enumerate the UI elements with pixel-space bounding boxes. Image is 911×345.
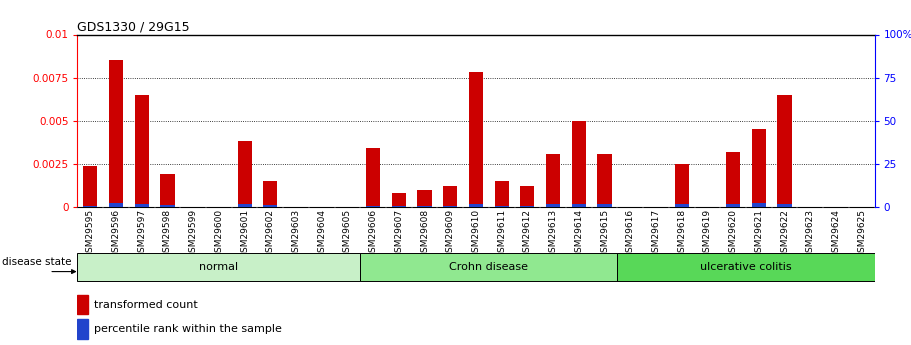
Text: GSM29621: GSM29621 [754,209,763,258]
Text: GSM29608: GSM29608 [420,209,429,258]
Text: GSM29604: GSM29604 [317,209,326,258]
Bar [546,154,560,207]
Bar [83,166,97,207]
Bar [238,141,251,207]
Text: GSM29616: GSM29616 [626,209,635,258]
Text: GDS1330 / 29G15: GDS1330 / 29G15 [77,20,190,33]
Bar [675,164,689,207]
Bar [238,204,251,207]
Bar [495,181,508,207]
Bar [777,204,792,207]
Bar [392,206,406,207]
Bar [572,121,586,207]
Text: GSM29625: GSM29625 [857,209,866,258]
FancyBboxPatch shape [618,253,875,281]
Text: percentile rank within the sample: percentile rank within the sample [94,324,281,334]
Text: GSM29624: GSM29624 [832,209,841,258]
Text: GSM29617: GSM29617 [651,209,660,258]
Bar [417,206,432,207]
Bar [160,174,175,207]
Text: GSM29600: GSM29600 [214,209,223,258]
FancyBboxPatch shape [77,253,360,281]
Text: GSM29623: GSM29623 [805,209,814,258]
Text: GSM29618: GSM29618 [677,209,686,258]
Text: GSM29607: GSM29607 [394,209,404,258]
Text: Crohn disease: Crohn disease [449,262,528,272]
Text: GSM29614: GSM29614 [574,209,583,258]
Text: GSM29615: GSM29615 [600,209,609,258]
Bar [752,203,766,207]
Bar [444,186,457,207]
Bar [598,154,611,207]
Text: GSM29599: GSM29599 [189,209,198,258]
Bar [83,206,97,207]
Bar [160,205,175,207]
Text: GSM29622: GSM29622 [780,209,789,258]
Text: GSM29603: GSM29603 [292,209,301,258]
Bar [495,206,508,207]
Text: GSM29596: GSM29596 [111,209,120,258]
Bar [263,181,277,207]
Bar [77,319,87,339]
Bar [469,72,483,207]
FancyBboxPatch shape [360,253,618,281]
Bar [366,148,380,207]
Bar [469,204,483,207]
Bar [675,204,689,207]
Bar [417,190,432,207]
Bar [726,152,741,207]
Text: ulcerative colitis: ulcerative colitis [701,262,792,272]
Bar [366,206,380,207]
Bar [752,129,766,207]
Text: normal: normal [200,262,239,272]
Text: GSM29605: GSM29605 [343,209,352,258]
Bar [777,95,792,207]
Text: GSM29613: GSM29613 [548,209,558,258]
Bar [520,186,535,207]
Text: disease state: disease state [2,257,71,267]
Text: GSM29602: GSM29602 [266,209,275,258]
Bar [263,205,277,207]
Text: GSM29619: GSM29619 [703,209,711,258]
Bar [109,203,123,207]
Bar [392,193,406,207]
Text: GSM29610: GSM29610 [472,209,480,258]
Bar [444,206,457,207]
Text: GSM29612: GSM29612 [523,209,532,258]
Bar [135,204,148,207]
Bar [546,204,560,207]
Bar [109,60,123,207]
Text: GSM29609: GSM29609 [445,209,455,258]
Text: GSM29601: GSM29601 [241,209,249,258]
Text: GSM29595: GSM29595 [86,209,95,258]
Text: GSM29611: GSM29611 [497,209,507,258]
Bar [520,206,535,207]
Bar [572,204,586,207]
Bar [135,95,148,207]
Bar [77,295,87,314]
Text: GSM29598: GSM29598 [163,209,172,258]
Text: GSM29606: GSM29606 [369,209,378,258]
Bar [598,204,611,207]
Text: GSM29597: GSM29597 [138,209,147,258]
Text: transformed count: transformed count [94,299,198,309]
Text: GSM29620: GSM29620 [729,209,738,258]
Bar [726,204,741,207]
